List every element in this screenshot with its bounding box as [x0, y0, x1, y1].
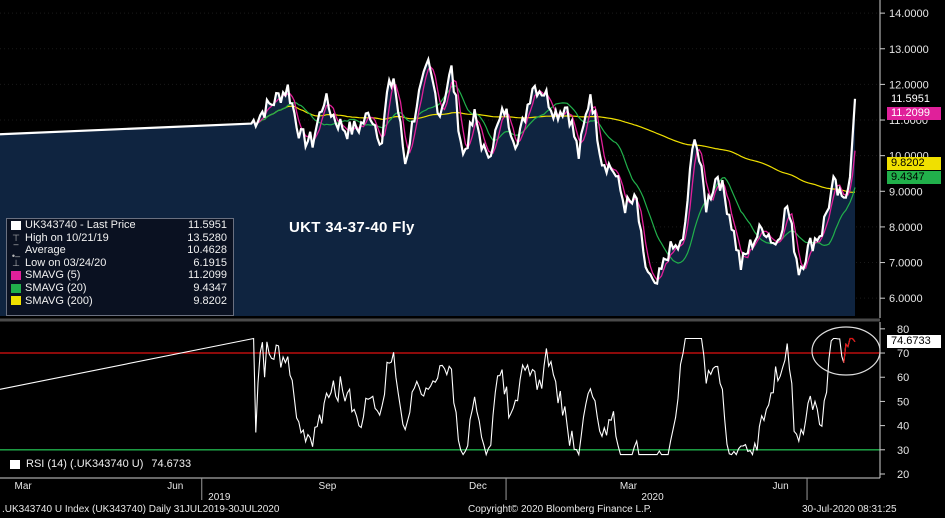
price-legend[interactable]: UK343740 - Last Price 11.5951 ⊤ High on 10/… [6, 218, 234, 316]
rsi-series-line [0, 337, 856, 457]
legend-value: 13.5280 [187, 231, 227, 244]
legend-swatch [11, 220, 21, 230]
sma200-badge: 9.8202 [887, 157, 941, 170]
price-y-tick-label: 6.0000 [889, 293, 923, 305]
rsi-y-tick-label: 80 [897, 324, 909, 336]
last-price-badge: 11.5951 [887, 93, 941, 106]
rsi-y-tick-label: 40 [897, 421, 909, 433]
price-y-tick-label: 14.0000 [889, 8, 929, 20]
rsi-panel-grid [0, 352, 880, 451]
legend-label: Average [25, 244, 66, 257]
legend-label: UK343740 - Last Price [25, 219, 136, 231]
x-year-label: 2019 [208, 492, 231, 503]
price-series-lines [0, 55, 857, 286]
rsi-highlight-circle [811, 326, 881, 376]
sma20-badge: 9.4347 [887, 171, 941, 184]
rsi-legend-label: RSI (14) (.UK343740 U) [26, 458, 144, 470]
last-price-line [0, 55, 857, 286]
legend-swatch [11, 283, 21, 293]
rsi-legend-value: 74.6733 [151, 458, 192, 470]
price-y-tick-label: 7.0000 [889, 258, 923, 270]
legend-row[interactable]: UK343740 - Last Price 11.5951 [7, 219, 233, 232]
legend-label: SMAVG (200) [25, 294, 93, 307]
legend-label: Low on 03/24/20 [25, 256, 107, 269]
legend-row[interactable]: SMAVG (20) 9.4347 [7, 282, 233, 295]
footer-security-info: .UK343740 U Index (UK343740) Daily 31JUL… [2, 504, 280, 515]
chart-title: UKT 34-37-40 Fly [289, 219, 415, 236]
footer-timestamp: 30-Jul-2020 08:31:25 [802, 504, 897, 515]
legend-value: 9.8202 [193, 294, 227, 307]
price-y-axis: 14.000013.000012.000011.000010.00009.000… [879, 0, 929, 318]
x-axis: Mar Jun Sep Dec Mar Jun 2019 2020 [0, 477, 880, 503]
legend-value: 6.1915 [193, 256, 227, 269]
price-y-tick-label: 9.0000 [889, 186, 923, 198]
legend-swatch [11, 271, 21, 281]
legend-row[interactable]: SMAVG (200) 9.8202 [7, 295, 233, 308]
rsi-y-tick-label: 30 [897, 445, 909, 457]
rsi-legend[interactable]: RSI (14) (.UK343740 U) 74.6733 [6, 456, 191, 472]
rsi-legend-swatch [10, 459, 20, 469]
x-year-label: 2020 [641, 492, 664, 503]
rsi-y-tick-label: 20 [897, 469, 909, 481]
legend-value: 11.2099 [188, 269, 227, 282]
legend-label: High on 10/21/19 [25, 231, 109, 244]
x-month-label: Jun [773, 481, 789, 492]
rsi-y-tick-label: 50 [897, 396, 909, 408]
x-month-label: Sep [319, 481, 337, 492]
legend-marker-icon: –•– [11, 238, 21, 262]
footer-bar: .UK343740 U Index (UK343740) Daily 31JUL… [0, 503, 945, 518]
legend-row[interactable]: ⊥ Low on 03/24/20 6.1915 [7, 257, 233, 270]
legend-row[interactable]: SMAVG (5) 11.2099 [7, 269, 233, 282]
price-y-tick-label: 8.0000 [889, 222, 923, 234]
rsi-y-tick-label: 70 [897, 348, 909, 360]
x-month-label: Mar [620, 481, 638, 492]
x-month-label: Jun [167, 481, 183, 492]
legend-row[interactable]: ⊤ High on 10/21/19 13.5280 [7, 232, 233, 245]
legend-label: SMAVG (20) [25, 281, 87, 294]
legend-marker-icon: ⊤ [12, 232, 20, 243]
legend-marker-icon: ⊥ [12, 257, 20, 268]
rsi-line [0, 337, 856, 457]
rsi-overbought-segment [843, 337, 856, 363]
legend-row[interactable]: –•– Average 10.4628 [7, 239, 233, 262]
x-month-label: Dec [469, 481, 487, 492]
sma5-badge: 11.2099 [887, 107, 941, 120]
price-y-tick-label: 13.0000 [889, 44, 929, 56]
price-y-tick-label: 12.0000 [889, 79, 929, 91]
rsi-y-tick-label: 60 [897, 372, 909, 384]
rsi-badge: 74.6733 [887, 335, 941, 348]
footer-copyright: Copyright© 2020 Bloomberg Finance L.P. [468, 504, 652, 515]
legend-label: SMAVG (5) [25, 269, 81, 282]
legend-value: 9.4347 [193, 281, 227, 294]
x-month-label: Mar [15, 481, 33, 492]
legend-value: 10.4628 [187, 244, 227, 257]
legend-swatch [11, 296, 21, 306]
legend-value: 11.5951 [188, 219, 227, 231]
